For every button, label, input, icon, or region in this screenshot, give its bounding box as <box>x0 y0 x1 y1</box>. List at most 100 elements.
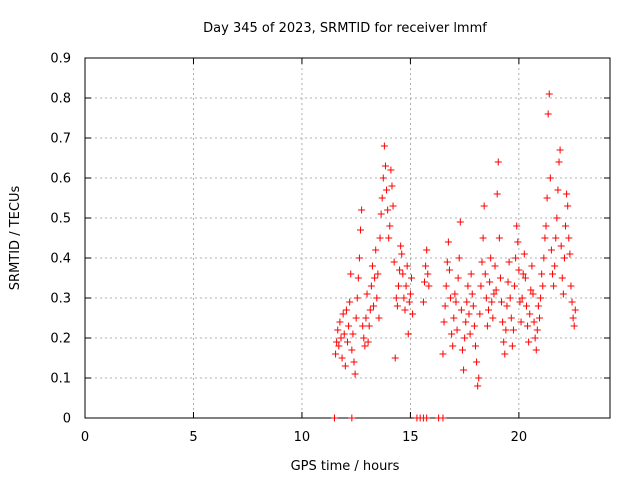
data-point <box>461 334 469 342</box>
y-tick-label: 0.1 <box>50 372 71 387</box>
data-point <box>422 262 430 270</box>
data-point <box>513 222 521 230</box>
data-point <box>373 294 381 302</box>
data-point <box>348 346 356 354</box>
data-point <box>425 282 433 290</box>
data-point <box>352 314 360 322</box>
y-tick-label: 0.7 <box>50 132 71 147</box>
data-point <box>568 298 576 306</box>
data-point <box>564 202 572 210</box>
data-point <box>471 342 479 350</box>
data-point <box>372 246 380 254</box>
data-point <box>350 358 358 366</box>
data-point <box>526 310 534 318</box>
data-point <box>528 262 536 270</box>
data-point <box>424 270 432 278</box>
data-point <box>563 190 571 198</box>
data-point <box>567 282 575 290</box>
data-point <box>508 342 516 350</box>
data-point <box>550 282 558 290</box>
data-point <box>542 222 550 230</box>
data-point <box>554 186 562 194</box>
y-tick-label: 0.3 <box>50 292 71 307</box>
data-point <box>531 334 539 342</box>
data-point <box>361 342 369 350</box>
data-point <box>493 190 501 198</box>
data-point <box>490 290 498 298</box>
data-point <box>394 282 402 290</box>
plot-frame <box>84 57 611 419</box>
x-tick-label: 0 <box>81 430 89 445</box>
data-point <box>492 286 500 294</box>
data-point <box>449 342 457 350</box>
data-point <box>339 310 347 318</box>
data-point <box>562 222 570 230</box>
data-point <box>519 270 527 278</box>
data-point <box>553 214 561 222</box>
data-point <box>516 298 524 306</box>
data-point <box>407 274 415 282</box>
y-tick-label: 0.6 <box>50 172 71 187</box>
data-point <box>551 262 559 270</box>
data-point <box>440 318 448 326</box>
data-point <box>392 294 400 302</box>
data-point <box>351 370 359 378</box>
data-point <box>552 234 560 242</box>
data-point <box>509 326 517 334</box>
data-point <box>344 338 351 346</box>
data-point <box>360 334 368 342</box>
data-point <box>571 306 579 314</box>
data-point <box>399 270 407 278</box>
data-point <box>458 346 466 354</box>
data-point <box>385 234 393 242</box>
x-tick-label: 10 <box>294 430 311 445</box>
data-point <box>506 294 514 302</box>
data-point <box>347 270 355 278</box>
data-point <box>500 338 508 346</box>
data-point <box>491 262 499 270</box>
data-point <box>363 290 371 298</box>
data-point <box>362 314 370 322</box>
data-point <box>534 302 542 310</box>
data-point <box>368 262 376 270</box>
data-point <box>357 226 365 234</box>
data-point <box>423 414 431 422</box>
data-point <box>379 174 387 182</box>
data-point <box>559 290 567 298</box>
data-point <box>345 322 353 330</box>
data-point <box>359 322 367 330</box>
data-point <box>451 290 459 298</box>
data-point <box>376 234 384 242</box>
data-point <box>330 414 338 422</box>
data-point <box>398 250 406 258</box>
data-point <box>390 258 398 266</box>
data-point <box>355 254 363 262</box>
data-point <box>354 274 362 282</box>
y-axis: 0 0.1 0.2 0.3 0.4 0.5 0.6 0.7 0.8 0.9 <box>50 52 610 427</box>
data-point <box>443 258 451 266</box>
data-point <box>503 302 511 310</box>
data-point <box>545 90 553 98</box>
data-point <box>445 266 453 274</box>
data-point <box>486 278 494 286</box>
data-point <box>527 286 535 294</box>
data-point <box>466 330 474 338</box>
data-point <box>511 282 519 290</box>
data-point <box>479 234 487 242</box>
data-point <box>569 314 577 322</box>
data-point <box>400 294 408 302</box>
data-point <box>514 238 522 246</box>
data-point <box>387 166 395 174</box>
data-point <box>566 250 574 258</box>
data-point <box>558 274 566 282</box>
data-point <box>358 206 366 214</box>
data-point <box>549 270 557 278</box>
data-point <box>335 342 343 350</box>
y-tick-label: 0.5 <box>50 212 71 227</box>
data-point <box>453 326 461 334</box>
data-point <box>371 274 379 282</box>
data-point <box>405 298 413 306</box>
data-point <box>512 254 520 262</box>
data-point <box>367 282 375 290</box>
